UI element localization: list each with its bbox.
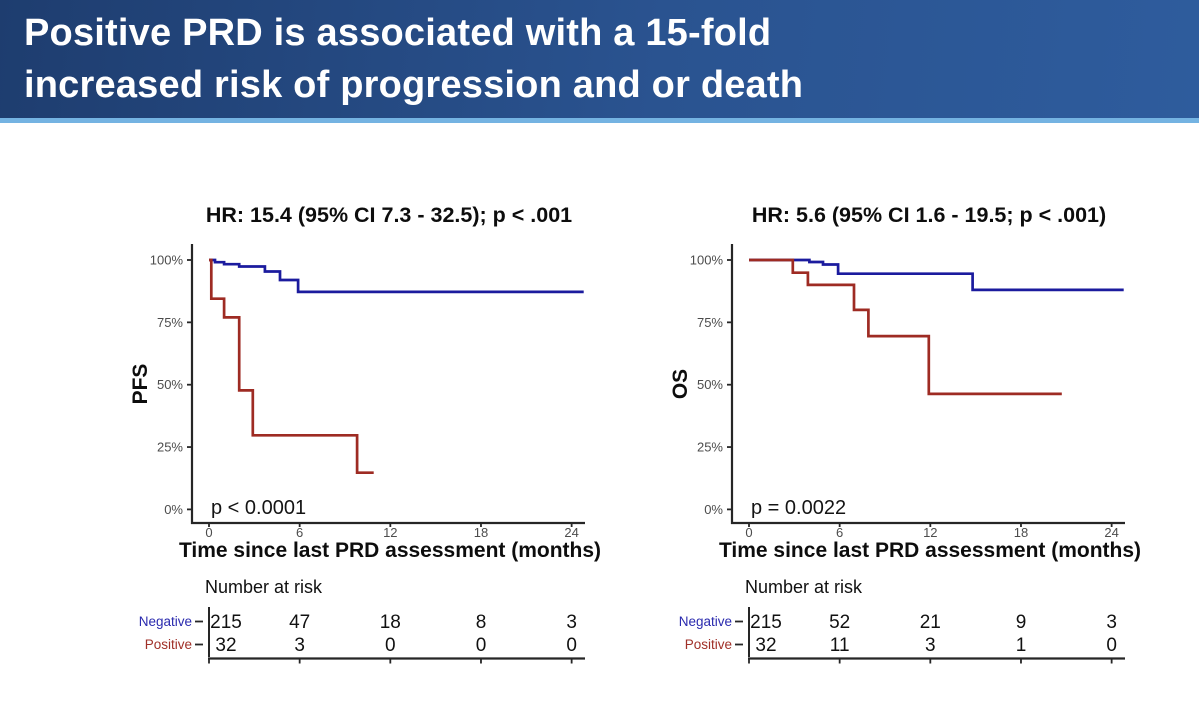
number-at-risk-title: Number at risk [205, 577, 323, 597]
x-tick-label: 6 [296, 525, 303, 540]
hr-title: HR: 15.4 (95% CI 7.3 - 32.5); p < .001 [206, 203, 572, 227]
risk-count: 3 [566, 612, 577, 633]
x-tick-label: 0 [205, 525, 212, 540]
risk-count: 215 [210, 612, 242, 633]
risk-count: 47 [289, 612, 310, 633]
number-at-risk-title: Number at risk [745, 577, 863, 597]
slide-title-line2: increased risk of progression and or dea… [24, 64, 804, 106]
risk-count: 0 [385, 635, 396, 656]
risk-count: 3 [925, 635, 936, 656]
risk-count: 11 [830, 635, 850, 656]
y-tick-label: 50% [157, 377, 183, 392]
x-tick-label: 12 [383, 525, 397, 540]
x-tick-label: 12 [923, 525, 937, 540]
km-curve-positive [749, 258, 1062, 396]
y-tick-label: 50% [697, 377, 723, 392]
y-tick-label: 0% [704, 502, 723, 517]
y-axis-title: PFS [129, 364, 152, 405]
slide-title: Positive PRD is associated with a 15-fol… [0, 0, 1199, 111]
risk-count: 21 [920, 612, 941, 633]
risk-row-label: Positive [685, 637, 732, 652]
y-tick-label: 75% [157, 315, 183, 330]
p-value-annotation: p = 0.0022 [751, 497, 846, 519]
x-tick-label: 24 [1104, 525, 1118, 540]
risk-count: 8 [476, 612, 487, 633]
risk-count: 3 [294, 635, 305, 656]
y-tick-label: 25% [697, 440, 723, 455]
risk-count: 9 [1016, 612, 1027, 633]
p-value-annotation: p < 0.0001 [211, 497, 306, 519]
risk-count: 0 [476, 635, 487, 656]
x-tick-label: 18 [1014, 525, 1028, 540]
x-tick-label: 18 [474, 525, 488, 540]
risk-row-label: Positive [145, 637, 192, 652]
risk-count: 18 [380, 612, 401, 633]
risk-count: 0 [566, 635, 577, 656]
km-curve-negative [749, 258, 1124, 292]
x-tick-label: 24 [564, 525, 578, 540]
risk-count: 0 [1106, 635, 1117, 656]
y-tick-label: 0% [164, 502, 183, 517]
risk-row-label: Negative [679, 614, 732, 629]
slide-title-line1: Positive PRD is associated with a 15-fol… [24, 12, 772, 54]
y-tick-label: 100% [150, 253, 184, 268]
y-tick-label: 75% [697, 315, 723, 330]
hr-title: HR: 5.6 (95% CI 1.6 - 19.5; p < .001) [752, 203, 1106, 227]
risk-count: 1 [1016, 635, 1027, 656]
y-tick-label: 100% [690, 253, 724, 268]
km-curve-negative [209, 258, 584, 294]
km-curve-positive [209, 258, 374, 475]
risk-row-label: Negative [139, 614, 192, 629]
risk-count: 215 [750, 612, 782, 633]
risk-count: 3 [1106, 612, 1117, 633]
risk-count: 32 [755, 635, 776, 656]
x-axis-title: Time since last PRD assessment (months) [719, 539, 1141, 562]
y-axis-title: OS [669, 369, 692, 399]
x-axis-title: Time since last PRD assessment (months) [179, 539, 601, 562]
risk-count: 32 [215, 635, 236, 656]
risk-count: 52 [829, 612, 850, 633]
x-tick-label: 0 [745, 525, 752, 540]
x-tick-label: 6 [836, 525, 843, 540]
y-tick-label: 25% [157, 440, 183, 455]
slide-header: Positive PRD is associated with a 15-fol… [0, 0, 1199, 123]
